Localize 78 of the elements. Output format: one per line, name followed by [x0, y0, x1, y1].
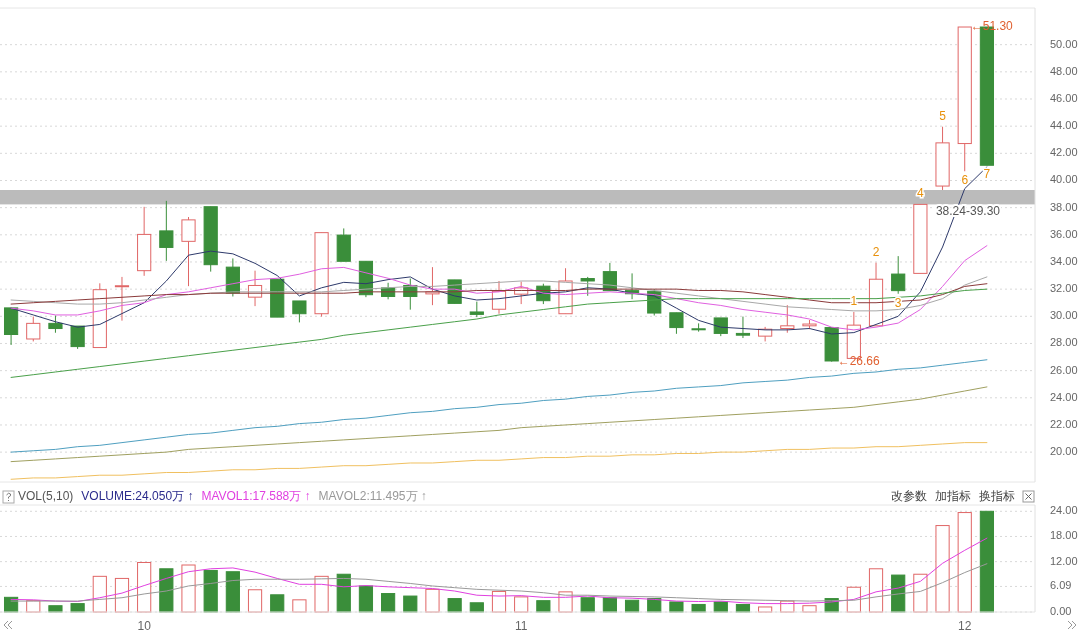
bar: [203, 569, 218, 613]
line-series: [10, 563, 988, 602]
line-series: [10, 288, 988, 378]
candlestick: [891, 255, 906, 295]
y-tick-label: 34.00: [1050, 254, 1078, 267]
bar: [270, 594, 285, 613]
y-tick-label: 24.00: [1050, 390, 1078, 403]
line-series: [10, 442, 988, 480]
bar: [957, 512, 972, 613]
annotation: ←51.30: [970, 19, 1014, 34]
y-tick-label: 44.00: [1050, 119, 1078, 132]
x-tick-label: 12: [958, 619, 972, 633]
bar: [225, 571, 240, 613]
bar: [868, 568, 884, 613]
y-tick-label: 36.00: [1050, 227, 1078, 240]
text: 2: [872, 244, 880, 259]
y-tick-label: 12.00: [1050, 554, 1078, 567]
bar: [381, 593, 396, 613]
bar: [70, 603, 85, 613]
candlestick: [159, 200, 174, 262]
candlestick: [780, 304, 795, 334]
text: 6: [961, 173, 969, 188]
candlestick: [735, 316, 751, 339]
candlestick: [292, 300, 307, 323]
bar: [137, 561, 152, 613]
y-tick-label: 32.00: [1050, 282, 1078, 295]
candlestick: [669, 312, 684, 335]
y-tick-label: 50.00: [1050, 37, 1078, 50]
bar: [425, 588, 440, 613]
bar: [403, 595, 418, 613]
y-tick-label: 40.00: [1050, 173, 1078, 186]
bar: [181, 564, 196, 613]
y-tick-label: 30.00: [1050, 309, 1078, 322]
bar: [247, 589, 263, 613]
candlestick: [26, 316, 41, 342]
bar: [314, 575, 329, 613]
bar: [514, 596, 529, 613]
text: 换指标: [979, 489, 1015, 504]
y-tick-label: 22.00: [1050, 417, 1078, 430]
y-tick-label: 42.00: [1050, 146, 1078, 159]
bar: [159, 568, 174, 613]
y-tick-label: 6.09: [1050, 579, 1072, 592]
text: 加指标: [935, 489, 971, 504]
candlestick: [114, 276, 130, 322]
y-tick-label: 28.00: [1050, 336, 1078, 349]
chart-title: VOL(5,10): [18, 489, 74, 504]
bar: [536, 600, 551, 613]
bar: [292, 599, 307, 613]
candlestick: [580, 276, 595, 297]
text: 改参数: [891, 489, 927, 504]
text: 5: [939, 108, 946, 123]
line-series: [10, 386, 988, 463]
x-tick-label: 10: [137, 619, 152, 633]
y-tick-label: 24.00: [1050, 504, 1078, 517]
text: 7: [983, 167, 991, 182]
bar: [891, 574, 906, 613]
annotation: ←26.66: [837, 353, 881, 368]
text: 4: [917, 186, 924, 201]
y-tick-label: 26.00: [1050, 363, 1078, 376]
text: MAVOL1:17.588万 ↑: [201, 489, 311, 504]
y-tick-label: 48.00: [1050, 64, 1078, 77]
y-tick-label: 18.00: [1050, 529, 1078, 542]
candlestick: [181, 216, 196, 287]
y-tick-label: 46.00: [1050, 91, 1078, 104]
x-tick-label: 11: [514, 619, 528, 633]
bar: [913, 573, 928, 613]
bar: [935, 525, 950, 613]
y-tick-label: 20.00: [1050, 445, 1078, 458]
bar: [358, 585, 374, 613]
y-tick-label: 38.00: [1050, 200, 1078, 213]
y-tick-label: 0.00: [1050, 604, 1072, 617]
legend-title: VOLUME:24.050万 ↑: [81, 489, 194, 504]
bar: [979, 510, 995, 613]
line-series: [10, 537, 988, 605]
bar: [580, 597, 595, 613]
candlestick: [713, 317, 728, 337]
bar: [447, 598, 462, 613]
text: MAVOL2:11.495万 ↑: [318, 489, 427, 504]
